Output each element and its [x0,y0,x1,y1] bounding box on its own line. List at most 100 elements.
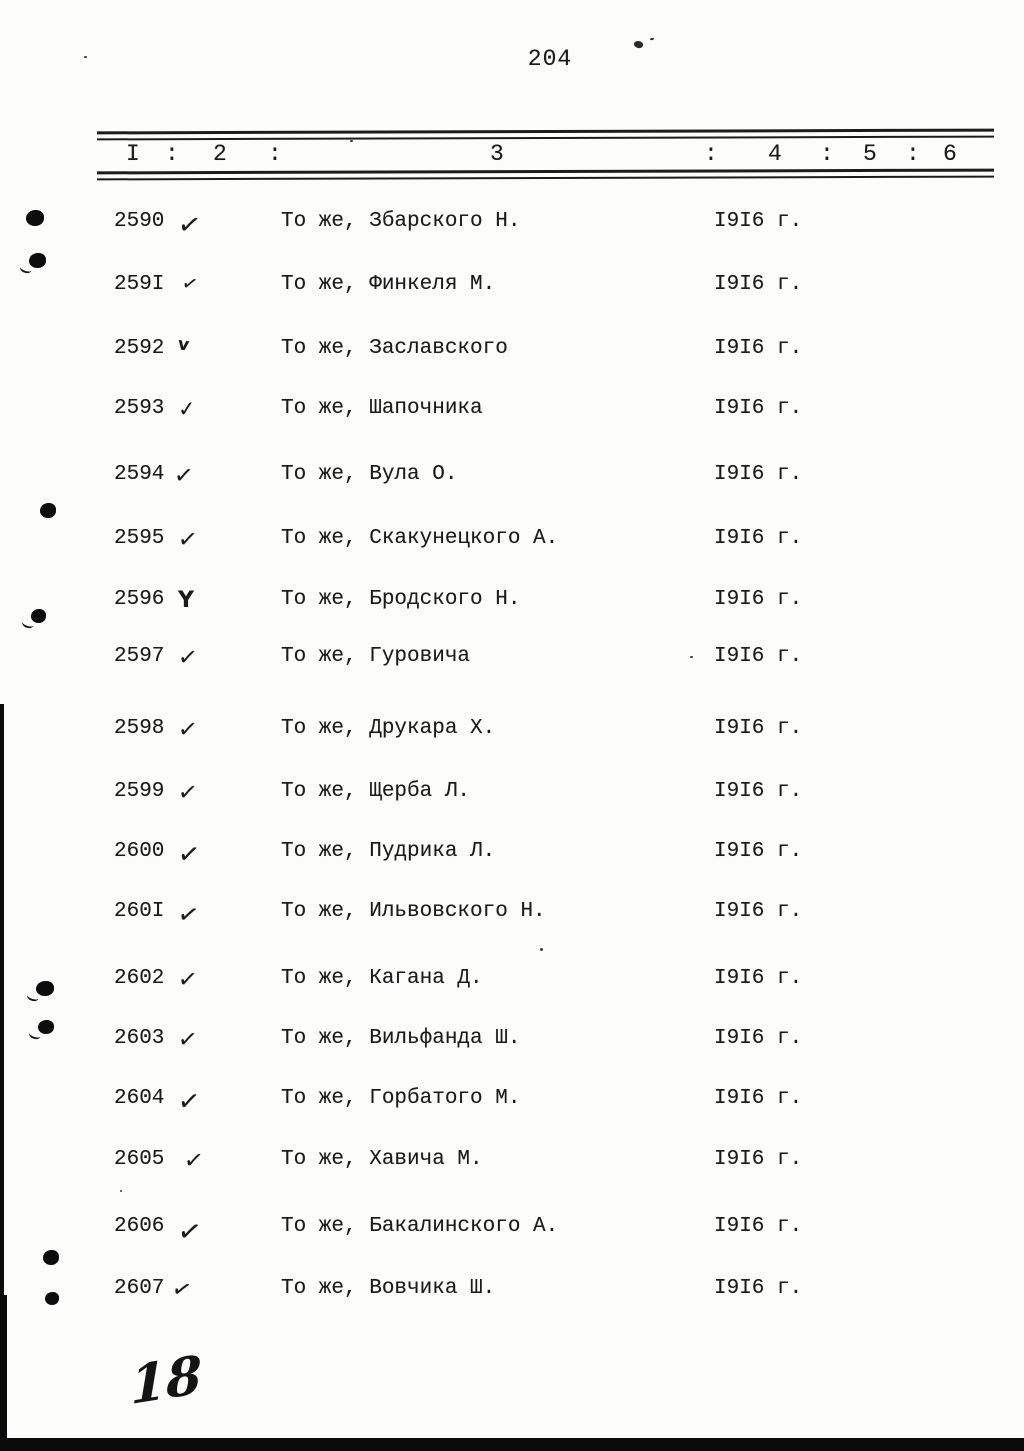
entry-year: I9I6 г. [714,717,803,740]
table-row: 2598 ✓ То же, Друкара Х. I9I6 г. [0,715,1024,749]
entry-description: То же, Вильфанда Ш. [281,1027,521,1050]
entry-description: То же, Горбатого М. [281,1087,521,1110]
ink-dot [29,253,46,268]
entry-description: То же, Шапочника [281,397,483,420]
entry-year: I9I6 г. [714,1087,803,1110]
ink-dot [31,609,46,623]
checkmark-icon: ✓ [182,1146,205,1176]
checkmark-icon: ✓ [179,271,201,297]
checkmark-icon: ✓ [175,208,204,243]
table-row: 2602 ✓ То же, Кагана Д. I9I6 г. [0,965,1024,999]
entry-description: То же, Гуровича [281,645,471,668]
entry-number: 2603 [114,1027,165,1050]
entry-number: 2600 [114,840,165,863]
ink-smudge [649,37,655,41]
scan-speck [120,1190,122,1192]
column-separator: : [165,141,179,167]
entry-year: I9I6 г. [714,840,803,863]
entry-number: 2604 [114,1087,165,1110]
entry-year: I9I6 г. [714,967,803,990]
entry-description: То же, Щерба Л. [281,780,471,803]
entry-year: I9I6 г. [714,900,803,923]
table-row: 2594 ✓ То же, Вула О. I9I6 г. [0,462,1024,495]
entry-number: 2597 [114,645,165,668]
column-separator: : [268,141,282,167]
entry-description: То же, Пудрика Л. [281,840,496,863]
entry-year: I9I6 г. [714,463,803,486]
scan-speck [84,56,87,58]
column-header-5: 5 [863,141,877,167]
table-row: 2600 ✓ То же, Пудрика Л. I9I6 г. [0,838,1024,872]
page-number: 204 [527,46,573,72]
scan-speck [350,140,353,142]
handwritten-page-number: 18 [129,1344,203,1417]
table-row: 2606 ✓ То же, Бакалинского А. I9I6 г. [0,1213,1024,1250]
entry-description: То же, Збарского Н. [281,210,521,233]
table-top-rule [96,128,995,135]
checkmark-icon: ✓ [168,1274,195,1306]
ink-dot [45,1292,59,1305]
column-header-2: 2 [213,141,227,167]
checkmark-icon: Y [178,588,194,613]
checkmark-icon: ✓ [172,462,195,490]
checkmark-icon: ✓ [176,1025,199,1055]
checkmark-icon: ✓ [176,778,199,808]
ink-dot [38,1020,54,1034]
entry-number: 2599 [114,780,165,803]
table-row: 2604 ✓ То же, Горбатого М. I9I6 г. [0,1085,1024,1119]
checkmark-icon: ✓ [176,643,199,673]
entry-description: То же, Хавича М. [281,1148,483,1171]
table-row: 260I ✓ То же, Ильвовского Н. I9I6 г. [0,898,1024,932]
entry-description: То же, Друкара Х. [281,717,496,740]
table-row: 2595 ✓ То же, Скакунецкого А. I9I6 г. [0,525,1024,559]
entry-description: То же, Ильвовского Н. [281,900,546,923]
entry-description: То же, Кагана Д. [281,967,483,990]
column-separator: : [820,141,834,167]
column-separator: : [906,141,920,167]
table-row: 2597 ✓ То же, Гуровича I9I6 г. [0,643,1024,677]
checkmark-icon: ✓ [176,838,202,872]
entry-number: 259I [114,273,165,296]
entry-year: I9I6 г. [714,527,803,550]
checkmark-icon: ✓ [175,1213,205,1250]
entry-number: 260I [114,900,165,923]
table-row: 2593 ✓ То же, Шапочника I9I6 г. [0,396,1024,429]
entry-year: I9I6 г. [714,337,803,360]
entry-number: 2592 [114,337,165,360]
checkmark-icon: ✓ [176,965,199,995]
scan-speck [540,948,543,951]
entry-year: I9I6 г. [714,1148,803,1171]
column-header-1: I [126,141,140,167]
checkmark-icon: ✓ [175,898,202,931]
scan-edge-left [0,704,4,1451]
entry-description: То же, Бродского Н. [281,588,521,611]
entry-description: То же, Финкеля М. [281,273,496,296]
table-top-rule [96,135,995,141]
entry-description: То же, Вула О. [281,463,458,486]
column-header-3: 3 [490,141,504,167]
entry-year: I9I6 г. [714,588,803,611]
entry-number: 2590 [114,210,165,233]
entry-number: 2595 [114,527,165,550]
ink-dot [43,1250,59,1265]
scan-speck [690,656,693,658]
column-header-6: 6 [943,141,957,167]
entry-number: 2602 [114,967,165,990]
entry-year: I9I6 г. [714,1277,803,1300]
ink-smudge [632,39,645,50]
entry-description: То же, Вовчика Ш. [281,1277,496,1300]
table-row: 259I ✓ То же, Финкеля М. I9I6 г. [0,271,1024,305]
scan-edge-bottom [0,1438,1024,1451]
entry-year: I9I6 г. [714,780,803,803]
checkmark-icon: ✓ [176,1085,202,1119]
table-header-bottom-rule [96,168,995,175]
entry-description: То же, Бакалинского А. [281,1215,559,1238]
entry-number: 2594 [114,463,165,486]
entry-year: I9I6 г. [714,1215,803,1238]
checkmark-icon: ✓ [176,715,199,745]
table-row: 2599 ✓ То же, Щерба Л. I9I6 г. [0,778,1024,812]
table-row: 2607 ✓ То же, Вовчика Ш. I9I6 г. [0,1274,1024,1309]
checkmark-icon: ✓ [176,525,199,555]
table-row: 2590 ✓ То же, Збарского Н. I9I6 г. [0,208,1024,243]
